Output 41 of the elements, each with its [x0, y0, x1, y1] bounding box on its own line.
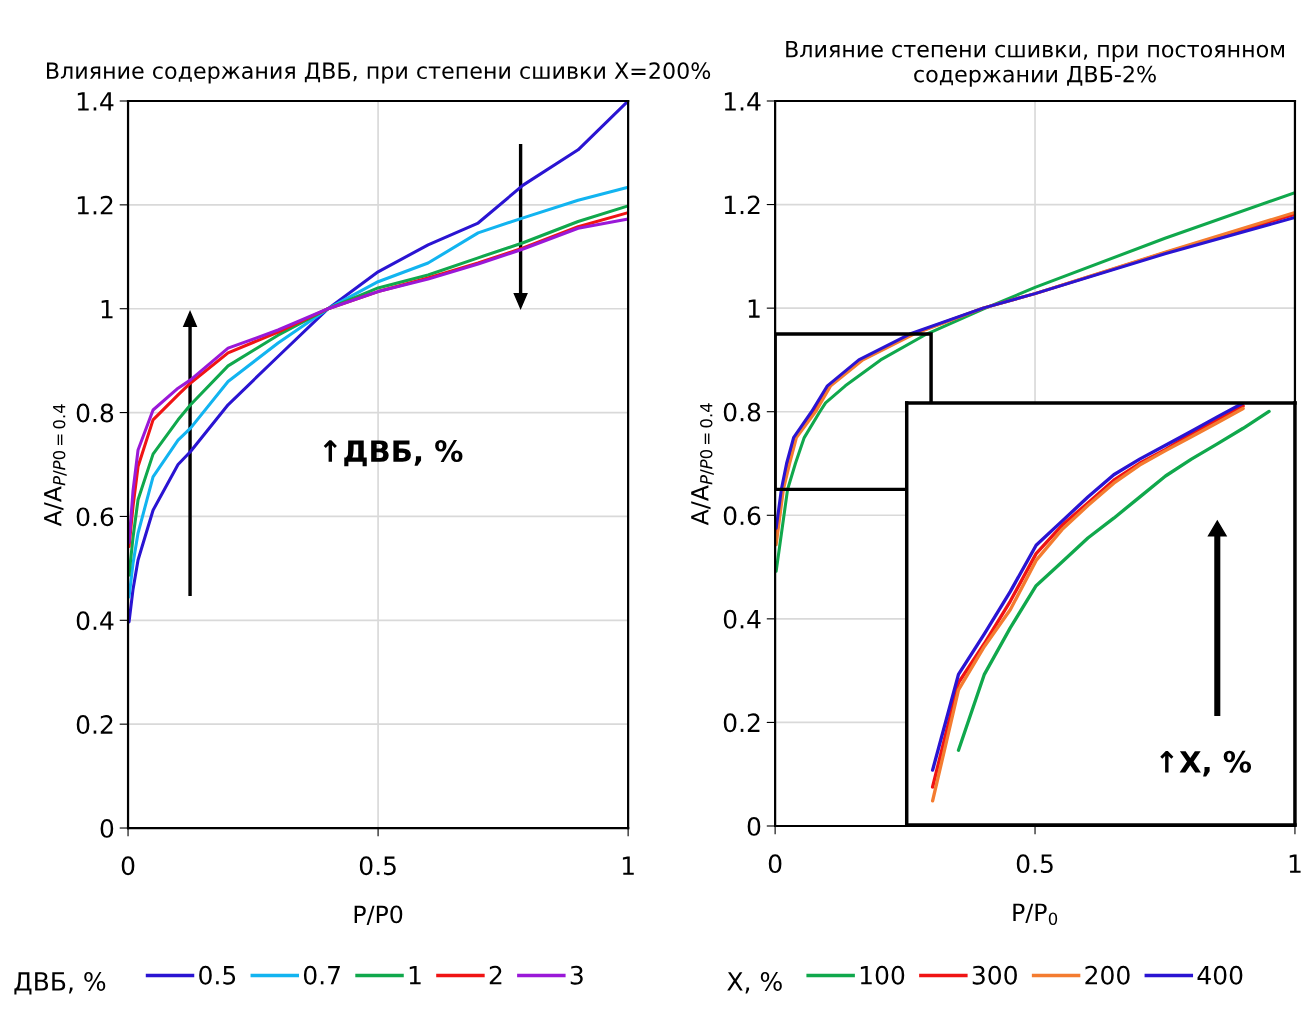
x-tick-label: 1	[1289, 854, 1301, 873]
annotation: ↑ДВБ, %	[323, 440, 463, 467]
legend-label: 0.7	[303, 965, 340, 985]
legend-label: 200	[1085, 965, 1130, 985]
x-axis-title: P/P$_{0}$	[1013, 903, 1058, 925]
y-tick-label: 0.4	[76, 611, 114, 631]
y-axis-title: A/A$_{P/P0=0.4}$	[691, 403, 714, 526]
y-tick-label: 0	[747, 816, 761, 836]
y-tick-label: 1.2	[77, 195, 113, 215]
y-tick-label: 1.4	[77, 92, 114, 111]
x-tick-label: 0	[121, 856, 135, 876]
legend-label: 300	[972, 965, 1017, 985]
y-tick-label: 0.6	[723, 506, 761, 526]
legend-label: 3	[570, 965, 583, 985]
x-tick-label: 0.5	[359, 856, 396, 876]
legend-label: 0.5	[199, 965, 236, 985]
legend-title: X, %	[727, 972, 782, 994]
x-tick-label: 0.5	[1016, 854, 1053, 874]
y-tick-label: 0.4	[723, 609, 761, 629]
y-tick-label: 0.2	[723, 713, 760, 733]
chart-title: Влияние степени сшивки, при постоянном содержании ДВБ-2%	[786, 41, 1284, 87]
y-tick-label: 0.6	[76, 507, 114, 527]
x-tick-label: 0	[768, 854, 782, 874]
annotation: ↑X, %	[1160, 750, 1252, 777]
legend-label: 400	[1197, 965, 1243, 985]
chart-title: Влияние содержания ДВБ, при степени сшивки Х=200%	[46, 62, 711, 84]
legend-title: ДВБ, %	[14, 972, 106, 995]
y-tick-label: 1	[101, 299, 113, 319]
y-tick-label: 1	[748, 299, 760, 318]
legend-label: 2	[489, 965, 502, 985]
x-axis-title: P/P0	[354, 905, 403, 926]
x-tick-label: 1	[622, 856, 634, 875]
y-tick-label: 1.2	[724, 195, 760, 215]
y-tick-label: 1.4	[724, 92, 761, 111]
legend-label: 100	[860, 965, 905, 985]
legend-label: 1	[409, 966, 421, 985]
y-tick-label: 0.8	[723, 402, 761, 422]
y-tick-label: 0.8	[76, 403, 114, 423]
y-axis-title: A/A$_{P/P0=0.4}$	[44, 404, 67, 527]
y-tick-label: 0.2	[76, 715, 113, 735]
y-tick-label: 0	[100, 818, 114, 838]
